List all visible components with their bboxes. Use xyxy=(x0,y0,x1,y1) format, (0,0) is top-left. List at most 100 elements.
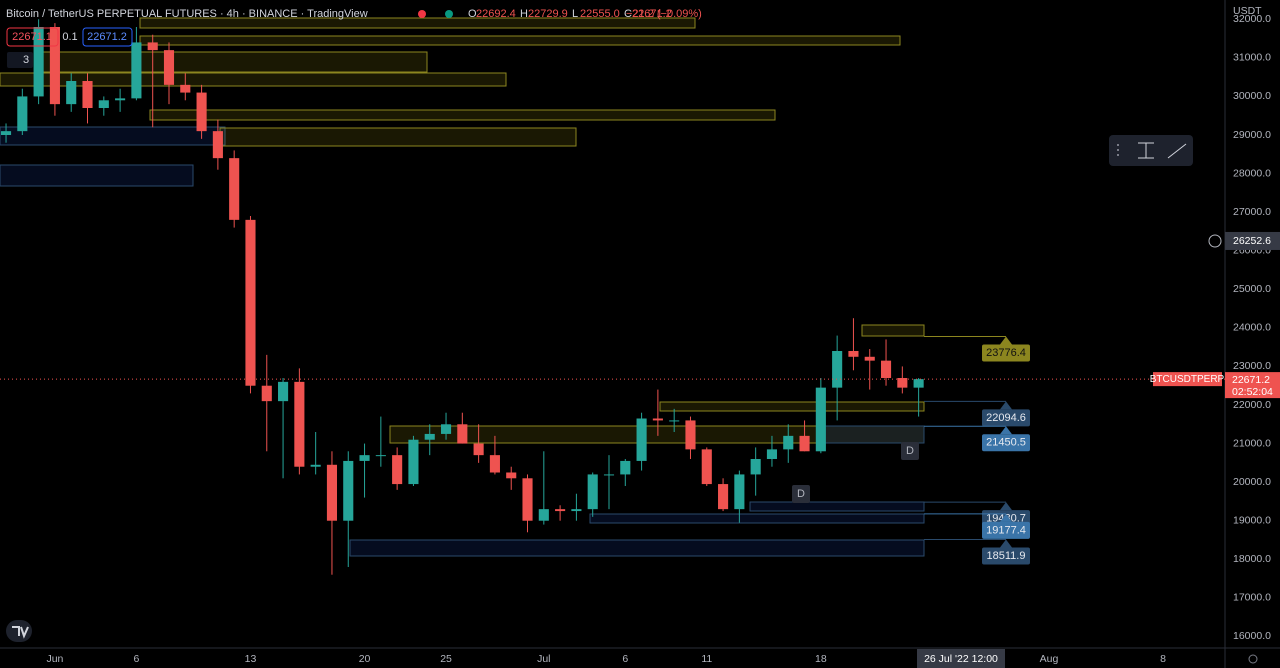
supply-zone xyxy=(139,17,696,29)
y-tick-label: 20000.0 xyxy=(1233,476,1271,488)
candle-body xyxy=(33,27,44,97)
y-tick-label: 24000.0 xyxy=(1233,322,1271,334)
candle-body xyxy=(832,351,843,388)
ohlc-value: 22671.2 xyxy=(632,8,672,20)
y-tick-label: 23000.0 xyxy=(1233,360,1271,372)
currency[interactable]: USDT xyxy=(1233,5,1262,17)
indicators-toggle[interactable] xyxy=(7,52,33,68)
x-tick-label: 6 xyxy=(133,653,139,665)
supply-zone xyxy=(861,324,925,337)
level-notch xyxy=(1000,513,1012,522)
candle-body xyxy=(82,81,93,108)
x-tick-label: Aug xyxy=(1040,653,1059,665)
candle-body xyxy=(734,474,745,510)
candle-body xyxy=(229,158,240,220)
candle-body xyxy=(424,433,435,440)
ohlc-value: 22555.0 xyxy=(580,8,620,20)
level-label: 21450.5 xyxy=(986,437,1026,449)
indicator-count[interactable]: 3 xyxy=(23,54,29,66)
x-tick-label: 11 xyxy=(701,653,712,665)
ohlc-value: 22692.4 xyxy=(476,8,516,20)
ohlc-key: C xyxy=(624,8,632,20)
candle-body xyxy=(718,484,729,510)
ohlc-key: L xyxy=(572,8,578,20)
supply-zone xyxy=(0,72,507,87)
drawing-toolbar xyxy=(1109,135,1193,166)
candle-body xyxy=(880,360,892,378)
countdown: 02:52:04 xyxy=(1232,386,1273,398)
candle-body xyxy=(131,42,142,99)
level-notch xyxy=(1000,502,1012,511)
demand-zone xyxy=(589,513,925,524)
zones xyxy=(0,17,925,557)
y-tick-label: 17000.0 xyxy=(1233,592,1271,604)
candle-body xyxy=(408,439,419,485)
sell-price[interactable]: 22671.1 xyxy=(12,31,52,43)
status-icon xyxy=(445,10,453,18)
candle-body xyxy=(0,131,12,135)
candle-body xyxy=(66,81,77,105)
demand-zone xyxy=(349,539,925,557)
level-label: 23776.4 xyxy=(986,347,1026,359)
candle-body xyxy=(98,100,109,108)
buy-price[interactable]: 22671.2 xyxy=(87,31,127,43)
ohlc-value: 22729.9 xyxy=(528,8,568,20)
candle-body xyxy=(603,474,615,476)
candle-body xyxy=(685,420,696,450)
level-notch xyxy=(1000,336,1012,345)
settings-icon[interactable] xyxy=(1248,654,1258,664)
event-marker xyxy=(901,442,919,460)
candle-body xyxy=(799,435,810,452)
event-marker-label: D xyxy=(906,445,914,457)
demand-zone xyxy=(819,425,925,444)
level-notch xyxy=(1000,539,1012,548)
crosshair-time: 26 Jul '22 12:00 xyxy=(924,653,998,665)
demand-zone xyxy=(0,126,226,146)
y-tick-label: 31000.0 xyxy=(1233,52,1271,64)
candle-body xyxy=(375,455,386,457)
buy-button[interactable] xyxy=(82,27,133,47)
candle-body xyxy=(783,435,794,450)
y-tick-label: 25000.0 xyxy=(1233,283,1271,295)
candle-body xyxy=(180,84,191,93)
candle-body xyxy=(538,509,549,521)
y-tick-label: 27000.0 xyxy=(1233,206,1271,218)
drag-handle[interactable] xyxy=(1117,144,1119,156)
candle-body xyxy=(750,459,761,475)
x-tick-label: 20 xyxy=(359,653,371,665)
y-tick-label: 21000.0 xyxy=(1233,437,1271,449)
y-tick-label: 29000.0 xyxy=(1233,129,1271,141)
candle-body xyxy=(392,455,403,485)
flag-icon[interactable] xyxy=(418,10,426,18)
candle-body xyxy=(278,381,289,402)
add-alert-icon[interactable] xyxy=(1208,234,1222,248)
plot xyxy=(0,19,924,575)
candle-body xyxy=(652,418,663,421)
level-label: 19177.4 xyxy=(986,524,1026,536)
symbol-title: Bitcoin / TetherUS PERPETUAL FUTURES · 4… xyxy=(6,8,368,20)
candle-body xyxy=(310,464,321,467)
candle-body xyxy=(245,219,256,386)
candle-body xyxy=(571,509,582,512)
candle-body xyxy=(620,460,631,475)
level-notch xyxy=(1000,401,1012,410)
x-tick-label: 18 xyxy=(815,653,827,665)
supply-zone xyxy=(219,127,577,147)
tv-logo-mark xyxy=(12,626,29,639)
level-label-bg xyxy=(982,409,1030,427)
candle-body xyxy=(555,509,566,512)
candle-body xyxy=(473,443,484,456)
candle-body xyxy=(17,96,28,132)
candle-body xyxy=(163,50,175,85)
sell-button[interactable] xyxy=(6,27,59,47)
trend-tool[interactable] xyxy=(1167,143,1187,159)
candle-body xyxy=(212,131,223,159)
candle-body xyxy=(701,449,712,485)
y-tick-label: 28000.0 xyxy=(1233,167,1271,179)
candle-body xyxy=(522,478,533,521)
candle-body xyxy=(669,420,680,422)
measure-tool[interactable] xyxy=(1138,142,1154,159)
candle-body xyxy=(848,351,859,357)
candle-body xyxy=(457,424,468,444)
